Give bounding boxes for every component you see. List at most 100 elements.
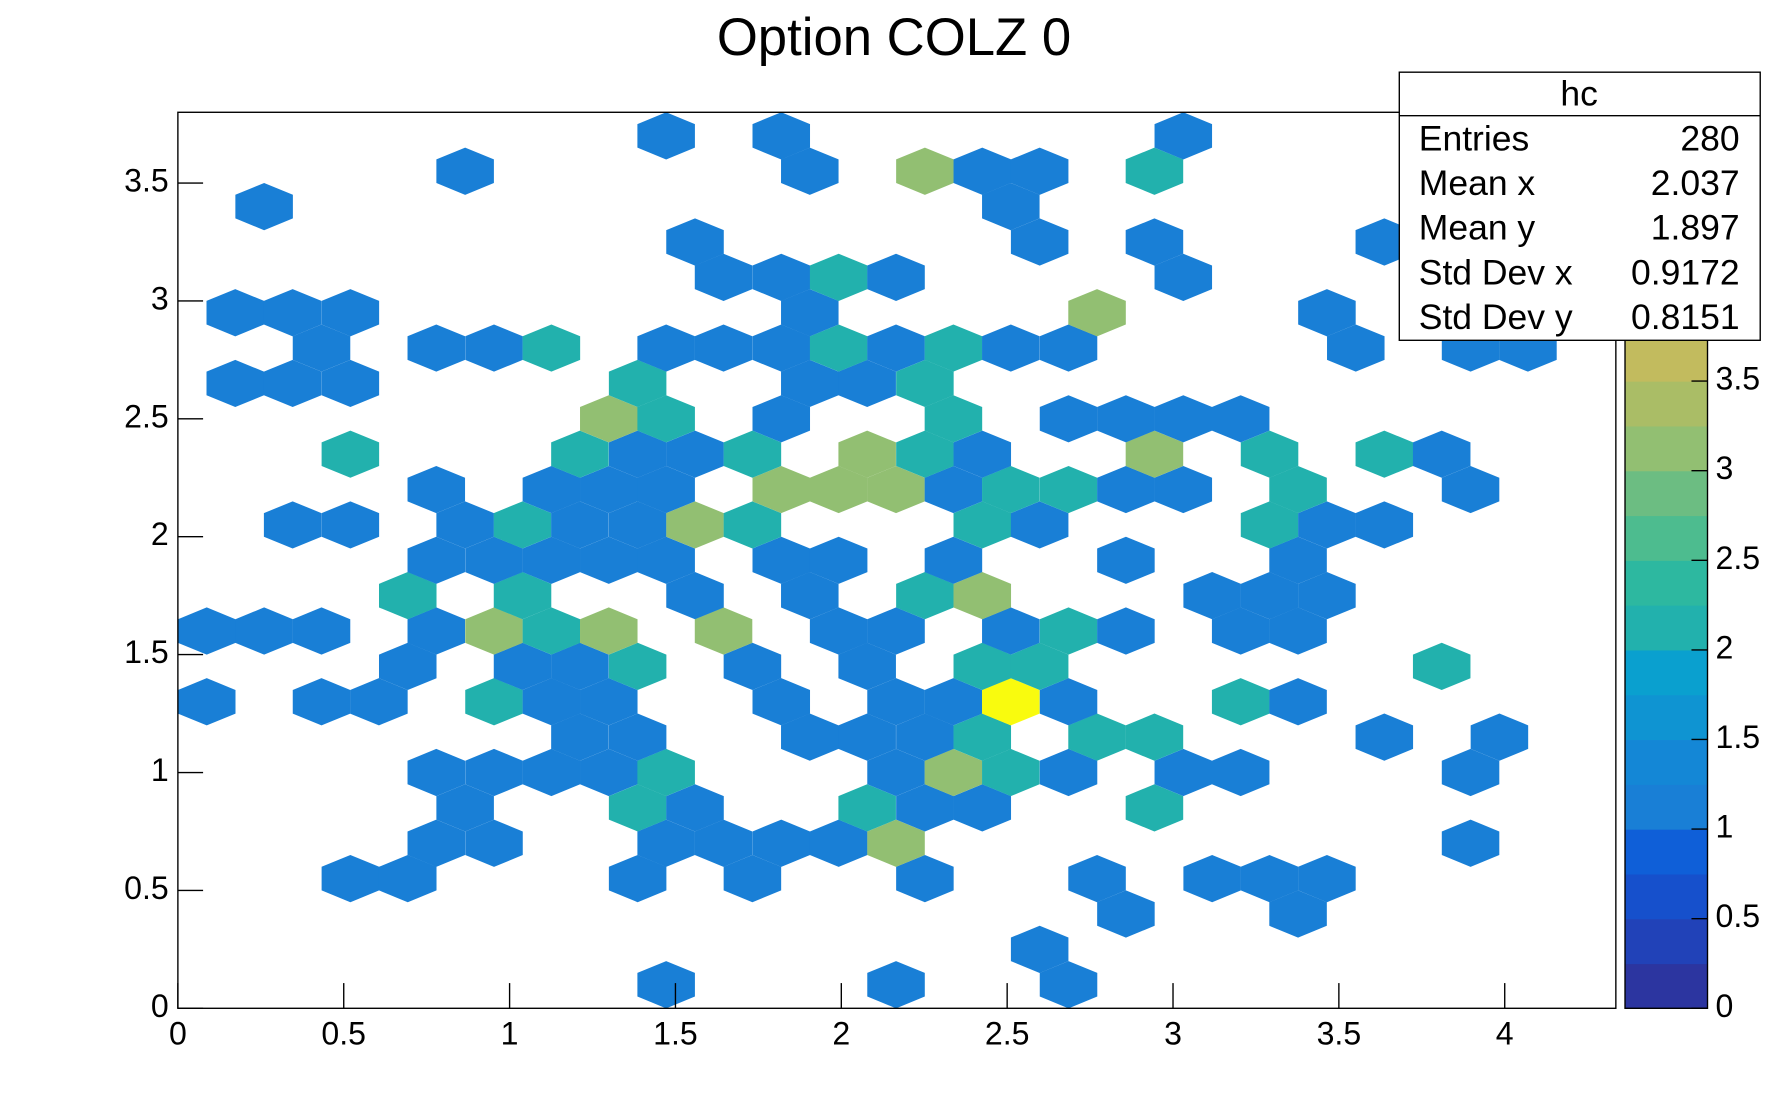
- hex-cell: [465, 607, 523, 655]
- hex-cell: [1240, 430, 1299, 478]
- hex-cell: [1068, 713, 1126, 761]
- hex-cell: [809, 536, 868, 584]
- plot-frame: [177, 111, 1617, 1009]
- hex-cell: [896, 855, 954, 903]
- stats-label: Entries: [1419, 118, 1530, 158]
- hex-cell: [1327, 324, 1385, 372]
- hex-cell: [924, 536, 983, 584]
- colorbar-tick-label: 0.5: [1716, 898, 1761, 934]
- hex-cell: [1154, 253, 1213, 301]
- hex-cell: [378, 855, 437, 903]
- hex-cell: [953, 147, 1012, 195]
- y-tick-label: 2.5: [124, 398, 169, 434]
- hex-cell: [982, 748, 1040, 797]
- hex-cell: [723, 501, 782, 549]
- hex-cell: [982, 324, 1040, 372]
- x-tick-label: 2: [832, 1015, 850, 1051]
- hex-cell: [982, 465, 1040, 514]
- hex-cell: [867, 253, 925, 301]
- colorbar-tick-label: 2: [1716, 629, 1734, 665]
- hex-cell: [1010, 642, 1069, 691]
- hex-cell: [953, 784, 1012, 832]
- hex-cell: [465, 678, 523, 726]
- stats-box: hc Entries 280 Mean x 2.037 Mean y 1.897 Std D…: [1398, 71, 1761, 341]
- hex-cell: [1010, 501, 1069, 549]
- hex-cell: [896, 784, 954, 832]
- hex-cell: [924, 748, 983, 797]
- hex-cell: [1154, 748, 1213, 797]
- hex-cell: [867, 324, 925, 372]
- hex-cell: [953, 430, 1012, 478]
- hex-cell: [378, 572, 437, 620]
- hex-cell: [953, 642, 1012, 691]
- hex-cell: [407, 465, 466, 514]
- hex-cell: [1211, 748, 1270, 797]
- hex-cell: [1211, 607, 1270, 655]
- colorbar-tick-label: 3.5: [1716, 361, 1761, 397]
- hex-cell: [666, 430, 724, 478]
- hex-cell: [838, 642, 896, 691]
- hex-cell: [1039, 395, 1098, 443]
- colorbar-band: [1625, 694, 1708, 741]
- colorbar-tick-label: 3: [1716, 450, 1734, 486]
- hex-cell: [637, 324, 695, 372]
- hex-cell: [1183, 572, 1241, 620]
- hex-cell: [723, 855, 782, 903]
- hex-cell: [637, 536, 695, 584]
- hex-cell: [666, 572, 724, 620]
- stats-value: 1.897: [1651, 208, 1740, 248]
- hex-cell: [723, 642, 782, 691]
- hex-cell: [924, 678, 983, 726]
- y-tick-label: 2: [151, 516, 169, 552]
- hex-cell: [1039, 961, 1098, 1009]
- hex-cell: [1441, 819, 1500, 867]
- hex-cell: [177, 678, 236, 726]
- hex-cell: [637, 961, 695, 1009]
- hex-cell: [1269, 536, 1327, 584]
- hex-cell: [1240, 572, 1299, 620]
- hex-cell: [551, 642, 609, 691]
- y-tick-label: 1.5: [124, 634, 169, 670]
- hex-cell: [924, 465, 983, 514]
- hex-cell: [1125, 218, 1184, 266]
- hex-cell: [953, 501, 1012, 549]
- hex-cell: [896, 147, 954, 195]
- hex-cell: [838, 713, 896, 761]
- hex-cell: [924, 324, 983, 372]
- hex-cell: [206, 289, 265, 337]
- hex-cell: [723, 430, 782, 478]
- hex-cell: [896, 430, 954, 478]
- hex-cell: [580, 748, 638, 797]
- stats-label: Mean x: [1419, 163, 1536, 203]
- hex-cell: [1441, 748, 1500, 797]
- hex-cell: [809, 465, 868, 514]
- hex-cell: [637, 465, 695, 514]
- hex-cell: [1068, 855, 1126, 903]
- hex-cell: [1068, 289, 1126, 337]
- x-tick-label: 1.5: [653, 1015, 698, 1051]
- hex-cell: [580, 465, 638, 514]
- hex-cell: [838, 784, 896, 832]
- y-tick-label: 0.5: [124, 870, 169, 906]
- hex-cell: [752, 253, 811, 301]
- hex-cell: [608, 713, 667, 761]
- hex-cell: [436, 147, 494, 195]
- hex-cell: [321, 855, 380, 903]
- hex-cell: [752, 536, 811, 584]
- hex-cell: [551, 713, 609, 761]
- hex-cell: [867, 465, 925, 514]
- stats-value: 280: [1680, 118, 1739, 158]
- hex-cell: [781, 713, 839, 761]
- hex-cell: [982, 678, 1040, 726]
- hex-cell: [666, 784, 724, 832]
- hex-cell: [752, 112, 811, 160]
- hex-cell: [608, 855, 667, 903]
- hex-cell: [982, 607, 1040, 655]
- hex-cell: [1010, 147, 1069, 195]
- x-tick-label: 0.5: [321, 1015, 366, 1051]
- y-tick-label: 3.5: [124, 162, 169, 198]
- hex-cell: [608, 430, 667, 478]
- hex-cell: [235, 183, 293, 231]
- hex-cell: [1125, 147, 1184, 195]
- colorbar-band: [1625, 381, 1708, 427]
